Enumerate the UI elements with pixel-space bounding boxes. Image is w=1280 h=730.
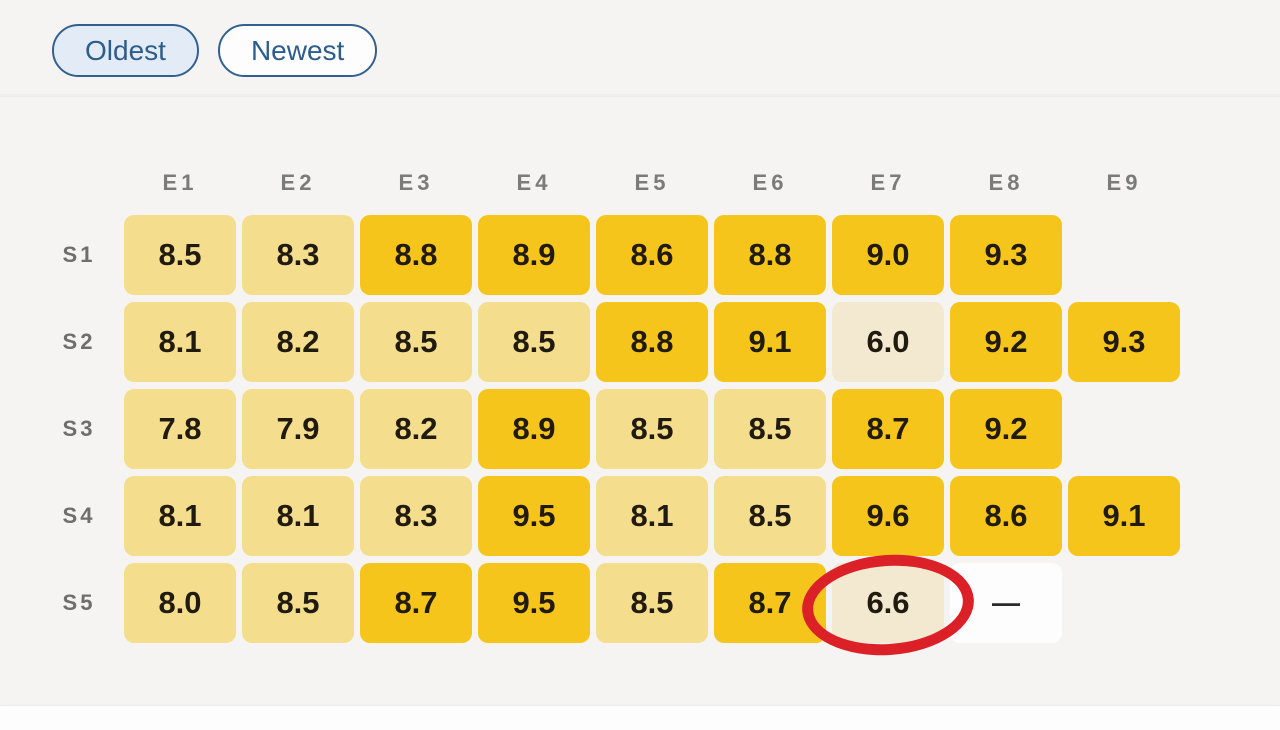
- rating-cell[interactable]: 8.8: [714, 215, 826, 295]
- rating-cell[interactable]: 8.6: [950, 476, 1062, 556]
- rating-cell[interactable]: 8.8: [360, 215, 472, 295]
- rating-cell[interactable]: 9.5: [478, 476, 590, 556]
- rating-cell[interactable]: 9.0: [832, 215, 944, 295]
- rating-cell[interactable]: 7.8: [124, 389, 236, 469]
- grid-corner: [0, 158, 118, 208]
- season-row-label: S4: [62, 503, 96, 528]
- rating-cell[interactable]: 8.5: [124, 215, 236, 295]
- rating-cell[interactable]: 8.3: [360, 476, 472, 556]
- rating-cell[interactable]: 9.2: [950, 302, 1062, 382]
- sort-toolbar: Oldest Newest: [52, 24, 378, 77]
- rating-cell[interactable]: 8.9: [478, 215, 590, 295]
- episode-column-header: E5: [634, 170, 670, 195]
- episode-column-header: E6: [752, 170, 788, 195]
- season-row-label: S1: [62, 242, 96, 267]
- episode-column-header: E3: [398, 170, 434, 195]
- episode-column-header: E9: [1106, 170, 1142, 195]
- rating-cell[interactable]: 8.6: [596, 215, 708, 295]
- season-row-label: S5: [62, 590, 96, 615]
- rating-cell[interactable]: 8.3: [242, 215, 354, 295]
- rating-cell[interactable]: 8.2: [242, 302, 354, 382]
- rating-cell[interactable]: 9.5: [478, 563, 590, 643]
- season-row-label: S2: [62, 329, 96, 354]
- rating-cell[interactable]: 8.5: [714, 389, 826, 469]
- rating-cell[interactable]: 8.9: [478, 389, 590, 469]
- season-row-label: S3: [62, 416, 96, 441]
- rating-cell[interactable]: 8.8: [596, 302, 708, 382]
- episode-column-header: E2: [280, 170, 316, 195]
- rating-cell[interactable]: 8.1: [124, 476, 236, 556]
- rating-cell[interactable]: 9.1: [1068, 476, 1180, 556]
- empty-grid-slot: [1068, 389, 1180, 469]
- rating-cell[interactable]: 8.5: [478, 302, 590, 382]
- episode-column-header: E4: [516, 170, 552, 195]
- rating-cell[interactable]: 8.1: [596, 476, 708, 556]
- rating-cell[interactable]: 8.7: [832, 389, 944, 469]
- rating-cell[interactable]: 9.3: [950, 215, 1062, 295]
- bottom-strip: [0, 706, 1280, 730]
- rating-cell[interactable]: 9.2: [950, 389, 1062, 469]
- rating-cell[interactable]: 6.0: [832, 302, 944, 382]
- divider: [0, 94, 1280, 97]
- rating-cell[interactable]: 9.3: [1068, 302, 1180, 382]
- oldest-button[interactable]: Oldest: [52, 24, 199, 77]
- ratings-heatmap-grid: E1 E2 E3 E4 E5 E6 E7 E8 E9 S1 8.5 8.3 8.8 8.9 8.6 8.8 9.…: [0, 158, 1180, 643]
- newest-button[interactable]: Newest: [217, 24, 378, 77]
- rating-cell[interactable]: 8.5: [596, 389, 708, 469]
- empty-grid-slot: [1068, 215, 1180, 295]
- rating-cell[interactable]: 8.2: [360, 389, 472, 469]
- rating-cell[interactable]: 8.5: [242, 563, 354, 643]
- rating-cell[interactable]: 8.5: [596, 563, 708, 643]
- episode-column-header: E1: [162, 170, 198, 195]
- episode-column-header: E7: [870, 170, 906, 195]
- rating-cell[interactable]: 8.7: [360, 563, 472, 643]
- rating-cell[interactable]: 7.9: [242, 389, 354, 469]
- rating-cell[interactable]: 8.5: [360, 302, 472, 382]
- rating-cell[interactable]: 9.6: [832, 476, 944, 556]
- no-rating-cell[interactable]: —: [950, 563, 1062, 643]
- rating-cell[interactable]: 9.1: [714, 302, 826, 382]
- rating-cell[interactable]: 6.6: [832, 563, 944, 643]
- rating-cell[interactable]: 8.5: [714, 476, 826, 556]
- empty-grid-slot: [1068, 563, 1180, 643]
- episode-column-header: E8: [988, 170, 1024, 195]
- rating-cell[interactable]: 8.0: [124, 563, 236, 643]
- rating-cell[interactable]: 8.1: [124, 302, 236, 382]
- rating-cell[interactable]: 8.1: [242, 476, 354, 556]
- rating-cell[interactable]: 8.7: [714, 563, 826, 643]
